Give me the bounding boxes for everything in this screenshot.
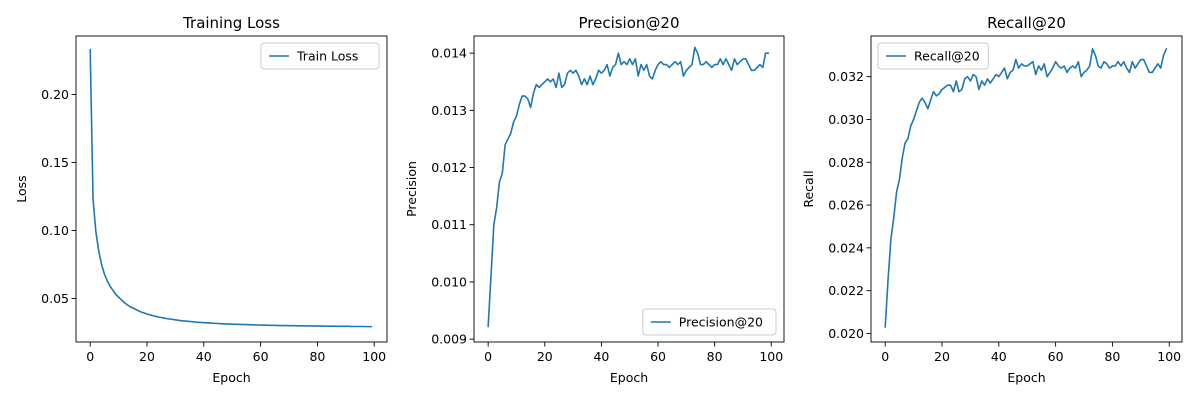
y-tick-label: 0.032: [828, 69, 864, 84]
y-axis-label: Precision: [404, 161, 419, 217]
x-tick-label: 80: [1104, 349, 1120, 364]
plot-frame: [473, 35, 785, 343]
legend: Recall@20: [877, 42, 989, 70]
legend: Precision@20: [642, 308, 777, 336]
legend-box: [877, 42, 989, 70]
x-tick-label: 60: [1048, 349, 1064, 364]
x-tick-label: 0: [484, 349, 492, 364]
x-tick-label: 0: [881, 349, 889, 364]
x-tick-label: 60: [650, 349, 666, 364]
chart-title: Recall@20: [987, 14, 1066, 32]
y-tick-label: 0.022: [828, 283, 864, 298]
x-tick-label: 40: [991, 349, 1007, 364]
x-tick-label: 60: [253, 349, 269, 364]
y-tick-label: 0.009: [431, 332, 467, 347]
x-tick-label: 40: [196, 349, 212, 364]
x-tick-label: 80: [707, 349, 723, 364]
y-axis-label: Recall: [801, 170, 816, 207]
y-tick-label: 0.15: [41, 155, 69, 170]
y-tick-label: 0.026: [828, 198, 864, 213]
chart-title: Precision@20: [578, 14, 679, 32]
y-tick-label: 0.20: [41, 87, 69, 102]
legend-box: [260, 42, 380, 70]
y-tick-label: 0.028: [828, 155, 864, 170]
x-tick-label: 100: [1157, 349, 1181, 364]
legend: Train Loss: [260, 42, 380, 70]
x-tick-label: 40: [593, 349, 609, 364]
x-tick-label: 100: [759, 349, 783, 364]
x-tick-label: 0: [86, 349, 94, 364]
x-axis-label: Epoch: [1007, 370, 1045, 385]
legend-label: Precision@20: [679, 315, 763, 330]
x-tick-label: 80: [309, 349, 325, 364]
y-axis-label: Loss: [14, 175, 29, 202]
plot-frame: [75, 35, 388, 343]
legend-box: [642, 308, 777, 336]
y-tick-label: 0.024: [828, 240, 864, 255]
y-tick-label: 0.020: [828, 326, 864, 341]
y-tick-label: 0.013: [431, 103, 467, 118]
chart-panel-2: 0 20 40 60 80 100 0.009 0.010 0.011 0.012 0.013 0.0…: [404, 14, 785, 385]
x-axis-label: Epoch: [610, 370, 648, 385]
y-tick-label: 0.010: [431, 274, 467, 289]
y-tick-label: 0.10: [41, 223, 69, 238]
y-tick-label: 0.011: [431, 217, 467, 232]
series-line-1-1: [89, 48, 373, 328]
x-tick-label: 20: [139, 349, 155, 364]
series-line-2-1: [487, 46, 770, 328]
legend-label: Recall@20: [914, 49, 980, 64]
x-axis-label: Epoch: [212, 370, 250, 385]
chart-panel-1: 0 20 40 60 80 100 0.05 0.10 0.15 0.20 Training Los…: [14, 14, 388, 385]
x-tick-label: 20: [537, 349, 553, 364]
chart-title: Training Loss: [182, 14, 280, 32]
x-tick-label: 20: [934, 349, 950, 364]
series-line-3-1: [884, 48, 1168, 328]
chart-panel-3: 0 20 40 60 80 100 0.020 0.022 0.024 0.026 0.028 0.0…: [801, 14, 1183, 385]
legend-label: Train Loss: [296, 49, 358, 64]
y-tick-label: 0.05: [41, 291, 69, 306]
plot-frame: [870, 35, 1183, 343]
y-tick-label: 0.012: [431, 160, 467, 175]
x-tick-label: 100: [362, 349, 386, 364]
y-tick-label: 0.014: [431, 46, 467, 61]
y-tick-label: 0.030: [828, 112, 864, 127]
